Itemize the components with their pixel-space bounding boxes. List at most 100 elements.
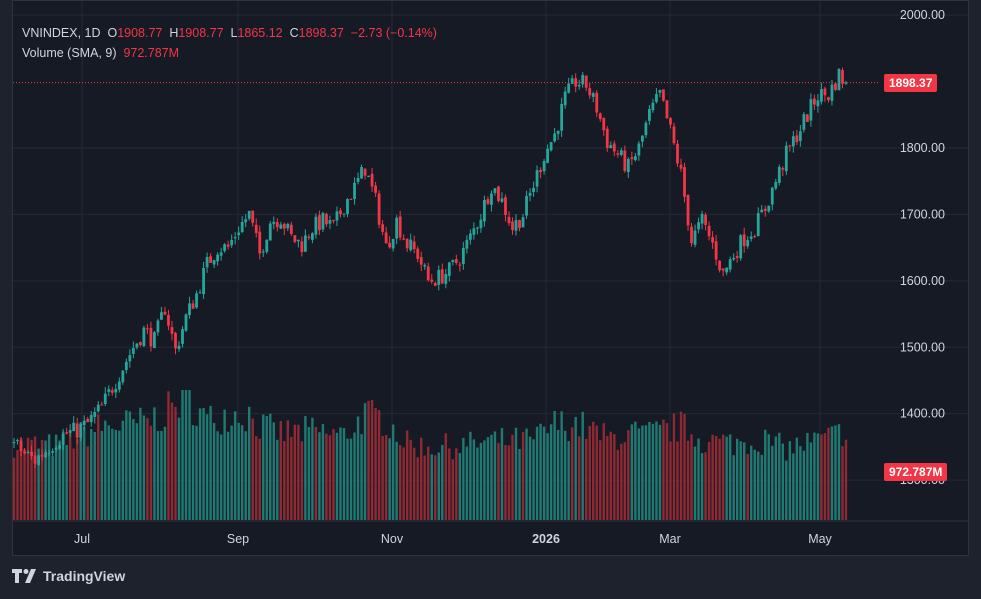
- candle-body: [244, 219, 248, 223]
- volume-bar: [16, 449, 19, 520]
- candle-body: [591, 93, 595, 97]
- volume-bar: [507, 445, 511, 520]
- volume-bar: [212, 423, 216, 520]
- volume-bar: [760, 454, 763, 520]
- candle-body: [521, 217, 525, 228]
- volume-bar: [146, 418, 149, 520]
- volume-bar: [462, 437, 465, 520]
- volume-bar: [714, 435, 718, 520]
- candle-body: [202, 268, 205, 295]
- candle-body: [714, 241, 718, 260]
- volume-bar: [458, 452, 462, 520]
- candle-body: [300, 241, 304, 252]
- volume-bar: [778, 432, 781, 520]
- volume-bar: [750, 445, 753, 520]
- volume-bar: [728, 434, 732, 520]
- candle-body: [191, 303, 195, 309]
- volume-bar: [377, 410, 381, 520]
- candle-body: [648, 109, 651, 121]
- volume-bar: [746, 454, 749, 520]
- volume-bar: [420, 437, 423, 520]
- volume-bar: [753, 449, 756, 520]
- candle-body: [813, 98, 816, 105]
- high-value: 1908.77: [178, 26, 224, 40]
- volume-bar: [546, 433, 549, 520]
- candle-body: [518, 219, 521, 229]
- candle-body: [163, 311, 167, 315]
- candle-body: [419, 256, 423, 265]
- y-tick-label: 2000.00: [900, 8, 945, 22]
- volume-bar: [65, 445, 68, 520]
- volume-bar: [258, 438, 261, 520]
- candle-body: [79, 423, 83, 438]
- candle-body: [511, 221, 514, 231]
- volume-bar: [167, 391, 170, 520]
- x-tick-label: May: [808, 532, 832, 546]
- candle-body: [138, 342, 142, 345]
- candle-body: [725, 267, 729, 273]
- candle-body: [160, 312, 163, 320]
- volume-bar: [335, 432, 339, 520]
- candle-body: [553, 133, 557, 142]
- candle-body: [391, 239, 395, 249]
- candle-body: [493, 188, 497, 193]
- candle-body: [219, 252, 223, 256]
- candle-body: [170, 327, 174, 334]
- candle-body: [844, 82, 848, 84]
- volume-bar: [107, 425, 110, 520]
- candle-body: [802, 114, 806, 130]
- volume-bar: [251, 418, 254, 520]
- candle-body: [651, 102, 655, 111]
- candle-body: [82, 420, 86, 426]
- candle-body: [75, 423, 79, 438]
- candle-body: [314, 216, 318, 235]
- candle-body: [188, 303, 191, 316]
- volume-bar: [384, 435, 388, 520]
- last-price-badge: 1898.37: [884, 74, 938, 92]
- candle-body: [156, 320, 160, 333]
- candle-body: [286, 223, 290, 229]
- candle-body: [377, 193, 381, 225]
- candle-body: [486, 199, 490, 204]
- candle-body: [226, 244, 230, 247]
- volume-bar: [813, 432, 816, 520]
- volume-bar: [269, 413, 272, 520]
- candle-body: [784, 145, 788, 172]
- volume-bar: [823, 433, 827, 520]
- candle-body: [841, 70, 844, 84]
- candle-body: [54, 447, 58, 450]
- volume-bar: [455, 448, 458, 520]
- volume-bar: [191, 425, 195, 520]
- candle-body: [570, 78, 574, 84]
- open-value: 1908.77: [117, 26, 163, 40]
- volume-bar: [219, 434, 223, 520]
- volume-bar: [90, 428, 93, 520]
- volume-bar: [160, 430, 163, 520]
- candle-body: [356, 178, 360, 182]
- volume-bar: [672, 413, 676, 520]
- candle-body: [426, 266, 430, 281]
- change-value: −2.73 (−0.14%): [350, 26, 437, 40]
- volume-bar: [111, 428, 114, 520]
- tradingview-logo[interactable]: TradingView: [12, 568, 125, 584]
- candle-body: [767, 205, 771, 212]
- candle-body: [128, 355, 132, 362]
- candle-body: [303, 235, 307, 252]
- volume-bar: [332, 429, 335, 520]
- volume-bar: [195, 425, 198, 520]
- candle-body: [310, 233, 314, 240]
- volume-bar: [809, 442, 813, 520]
- y-tick-label: 1500.00: [900, 340, 945, 354]
- volume-bar: [283, 441, 286, 520]
- volume-bar: [248, 406, 251, 520]
- volume-bar: [216, 431, 219, 520]
- volume-bar: [679, 411, 683, 520]
- candle-body: [258, 231, 262, 254]
- volume-bar: [297, 424, 300, 520]
- volume-bar: [360, 434, 363, 520]
- volume-bar: [416, 457, 419, 520]
- volume-bar: [209, 405, 212, 520]
- candle-body: [110, 390, 114, 393]
- candle-body: [763, 208, 767, 211]
